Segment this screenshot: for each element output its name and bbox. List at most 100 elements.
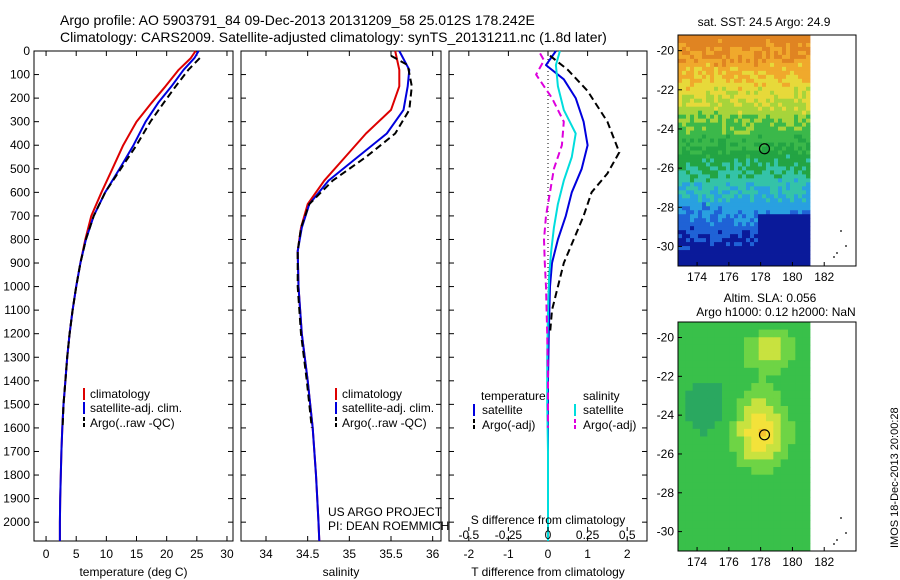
legend-group-temperature: temperature — [481, 389, 546, 403]
x-axis-label: salinity — [323, 565, 360, 579]
map-y-tick-label: -22 — [657, 83, 675, 97]
map-y-tick-label: -26 — [657, 447, 675, 461]
y-tick-label: 1600 — [3, 421, 30, 435]
x-tick-label: -2 — [463, 547, 474, 561]
y-tick-label: 1700 — [3, 444, 30, 458]
y-tick-label: 2000 — [3, 515, 30, 529]
y-tick-label: 600 — [10, 185, 30, 199]
legend-entry: Argo(-adj) — [583, 418, 636, 432]
top-tick-label: 0.25 — [576, 528, 600, 542]
y-tick-label: 1300 — [3, 350, 30, 364]
y-tick-label: 200 — [10, 91, 30, 105]
y-tick-label: 100 — [10, 68, 30, 82]
sla-map-title-1: Altim. SLA: 0.056 — [724, 291, 817, 305]
map-y-tick-label: -20 — [657, 331, 675, 345]
y-tick-label: 500 — [10, 162, 30, 176]
y-tick-label: 300 — [10, 115, 30, 129]
y-tick-label: 1100 — [4, 303, 30, 317]
map-x-tick-label: 182 — [814, 555, 834, 569]
x-tick-label: 36 — [426, 547, 440, 561]
island-dot — [840, 517, 842, 519]
island-dot — [836, 539, 838, 541]
map-x-tick-label: 182 — [814, 270, 834, 284]
top-tick-label: -0.25 — [495, 528, 523, 542]
title-line-1: Argo profile: AO 5903791_84 09-Dec-2013 … — [60, 12, 535, 28]
y-tick-label: 1400 — [3, 374, 30, 388]
y-tick-label: 1800 — [3, 468, 30, 482]
legend-entry: satellite — [583, 403, 624, 417]
legend-entry: Argo(..raw -QC) — [342, 416, 427, 430]
map-x-tick-label: 178 — [751, 555, 771, 569]
map-x-tick-label: 180 — [782, 270, 802, 284]
sla-map — [678, 322, 811, 552]
y-tick-label: 400 — [10, 138, 30, 152]
series-line-satellite-adj-clim- — [296, 50, 411, 542]
x-tick-label: 25 — [190, 547, 204, 561]
map-y-tick-label: -24 — [657, 408, 675, 422]
map-x-tick-label: 180 — [782, 555, 802, 569]
plot-frame-1 — [33, 50, 234, 542]
sst-map-title: sat. SST: 24.5 Argo: 24.9 — [698, 15, 831, 29]
profile-location-marker — [758, 143, 771, 155]
x-tick-label: -1 — [503, 547, 514, 561]
island-dot — [845, 245, 847, 247]
map-y-tick-label: -24 — [657, 122, 675, 136]
legend-entry: satellite-adj. clim. — [342, 401, 434, 415]
x-tick-label: 0 — [43, 547, 50, 561]
series-line-temperature-argo-adj- — [549, 54, 621, 334]
x-tick-label: 10 — [100, 547, 114, 561]
sla-map-title-2: Argo h1000: 0.12 h2000: NaN — [696, 305, 855, 319]
map-frame — [677, 321, 857, 552]
project-label: US ARGO PROJECT — [328, 505, 443, 519]
legend-entry: climatology — [90, 387, 150, 401]
project-pi-label: PI: DEAN ROEMMICH — [328, 519, 449, 533]
x-tick-label: 35 — [343, 547, 357, 561]
y-tick-label: 1900 — [3, 492, 30, 506]
x-tick-label: 0 — [545, 547, 552, 561]
series-line-salinity-argo-adj- — [535, 52, 565, 428]
y-tick-label: 800 — [10, 232, 30, 246]
sst-map — [678, 35, 811, 267]
map-x-tick-label: 174 — [687, 270, 707, 284]
island-dot — [833, 256, 835, 258]
legend-entry: satellite-adj. clim. — [90, 401, 182, 415]
map-y-tick-label: -22 — [657, 369, 675, 383]
map-x-tick-label: 174 — [687, 555, 707, 569]
x-tick-label: 5 — [73, 547, 80, 561]
x-axis-label: T difference from climatology — [471, 565, 625, 579]
island-dot — [836, 252, 838, 254]
map-y-tick-label: -30 — [657, 525, 675, 539]
y-tick-label: 1000 — [3, 280, 30, 294]
y-tick-label: 1500 — [3, 397, 30, 411]
map-x-tick-label: 178 — [751, 270, 771, 284]
top-axis-label: S difference from climatology — [471, 513, 626, 527]
y-tick-label: 1200 — [3, 327, 30, 341]
top-tick-label: 0 — [545, 528, 552, 542]
x-tick-label: 1 — [584, 547, 591, 561]
profile-location-marker — [758, 429, 771, 441]
timestamp-stamp: IMOS 18-Dec-2013 20:00:28 — [889, 407, 900, 548]
x-tick-label: 34 — [259, 547, 273, 561]
y-tick-label: 0 — [23, 44, 30, 58]
x-tick-label: 15 — [130, 547, 144, 561]
x-tick-label: 30 — [220, 547, 234, 561]
map-x-tick-label: 176 — [719, 270, 739, 284]
top-tick-label: 0.5 — [619, 528, 636, 542]
title-line-2: Climatology: CARS2009. Satellite-adjuste… — [60, 29, 607, 45]
x-tick-label: 20 — [160, 547, 174, 561]
map-y-tick-label: -20 — [657, 44, 675, 58]
x-axis-label: temperature (deg C) — [79, 565, 187, 579]
x-tick-label: 34.5 — [296, 547, 320, 561]
map-y-tick-label: -26 — [657, 161, 675, 175]
legend-entry: satellite — [482, 403, 523, 417]
island-dot — [840, 230, 842, 232]
y-tick-label: 900 — [10, 256, 30, 270]
x-tick-label: 35.5 — [379, 547, 403, 561]
legend-entry: Argo(-adj) — [482, 418, 535, 432]
island-dot — [833, 543, 835, 545]
legend-entry: Argo(..raw -QC) — [90, 416, 175, 430]
map-y-tick-label: -28 — [657, 486, 675, 500]
top-tick-label: -0.5 — [458, 528, 479, 542]
legend-entry: climatology — [342, 387, 402, 401]
legend-group-salinity: salinity — [583, 389, 620, 403]
